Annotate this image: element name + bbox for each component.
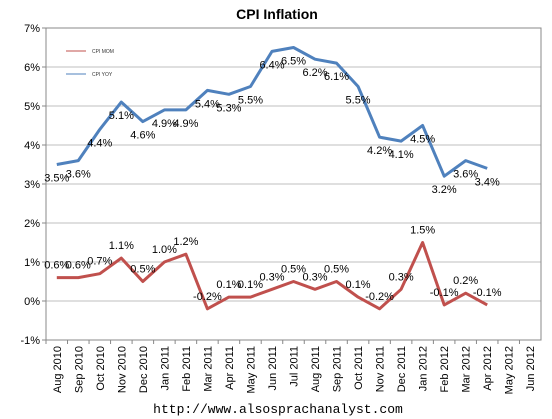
data-label: 5.5% <box>238 95 263 107</box>
data-label: 4.9% <box>152 118 177 130</box>
data-label: 1.5% <box>410 225 435 237</box>
x-tick-label: Apr 2012 <box>482 346 494 391</box>
x-tick-label: Sep 2011 <box>332 346 344 392</box>
y-tick-label: 5% <box>24 101 40 113</box>
data-label: 0.3% <box>389 271 414 283</box>
x-tick-label: Jan 2011 <box>159 346 171 390</box>
y-tick-label: 3% <box>24 179 40 191</box>
series-line-mom <box>56 241 488 311</box>
data-label: 4.1% <box>389 149 414 161</box>
data-label: 0.2% <box>453 275 478 287</box>
data-label: 5.5% <box>346 95 371 107</box>
data-label: 4.9% <box>173 118 198 130</box>
y-tick-label: 1% <box>24 257 40 269</box>
data-label: 0.1% <box>346 279 371 291</box>
data-label: 0.6% <box>44 260 69 272</box>
x-tick-label: Jun 2011 <box>267 346 279 390</box>
x-tick-label: Jun 2012 <box>525 346 537 391</box>
data-label: 3.6% <box>66 169 91 181</box>
y-tick-label: 0% <box>24 296 40 308</box>
data-label: 4.5% <box>410 134 435 146</box>
chart-title: CPI Inflation <box>236 6 318 22</box>
x-tick-label: Dec 2010 <box>138 346 150 393</box>
x-tick-label: Apr 2011 <box>224 346 236 390</box>
data-label: 5.1% <box>109 110 134 122</box>
y-tick-label: -1% <box>20 335 40 347</box>
y-tick-label: 6% <box>24 62 40 74</box>
data-label: -0.1% <box>430 287 459 299</box>
data-label: 3.2% <box>432 184 457 196</box>
series-lines <box>56 46 488 311</box>
data-label: 6.1% <box>324 71 349 83</box>
data-label: 0.1% <box>238 279 263 291</box>
data-label: 4.4% <box>87 137 112 149</box>
y-axis: -1% 0% 1% 2% 3% 4% 5% 6% 7% <box>20 23 46 347</box>
x-tick-label: May 2011 <box>245 346 257 394</box>
data-label: 4.6% <box>130 130 155 142</box>
data-label: 3.5% <box>44 173 69 185</box>
data-label: 1.0% <box>152 244 177 256</box>
x-tick-label: Aug 2011 <box>310 346 322 392</box>
data-label: -0.1% <box>473 287 502 299</box>
y-tick-label: 7% <box>24 23 40 35</box>
legend: CPI MOM CPI YOY <box>66 49 114 78</box>
data-label: 4.2% <box>367 145 392 157</box>
x-tick-label: Mar 2012 <box>461 346 473 392</box>
data-label: 0.7% <box>87 256 112 268</box>
data-label: 1.2% <box>173 236 198 248</box>
x-tick-label: Mar 2011 <box>202 346 214 392</box>
x-tick-label: Oct 2010 <box>95 346 107 391</box>
footer-url: http://www.alsosprachanalyst.com <box>153 402 403 417</box>
data-label: -0.2% <box>193 291 222 303</box>
data-label: 6.2% <box>302 67 327 79</box>
data-label: 5.4% <box>195 98 220 110</box>
x-tick-label: Jan 2012 <box>418 346 430 391</box>
data-label: 3.6% <box>453 169 478 181</box>
x-tick-label: Oct 2011 <box>353 346 365 390</box>
data-label: 1.1% <box>109 240 134 252</box>
data-label: 0.5% <box>324 264 349 276</box>
data-label: 3.4% <box>475 176 500 188</box>
x-tick-label: Nov 2010 <box>116 346 128 393</box>
x-tick-label: Dec 2011 <box>396 346 408 392</box>
data-label: 0.3% <box>302 271 327 283</box>
x-tick-label: Nov 2011 <box>375 346 387 392</box>
data-label: 0.1% <box>216 279 241 291</box>
data-label: 0.5% <box>130 264 155 276</box>
x-axis: Aug 2010 Sep 2010 Oct 2010 Nov 2010 Dec 2010… <box>45 340 537 394</box>
data-label: 6.4% <box>259 59 284 71</box>
data-label: 0.6% <box>66 260 91 272</box>
x-tick-label: Feb 2011 <box>181 346 193 392</box>
data-label: -0.2% <box>365 291 394 303</box>
data-labels: 0.6%0.6%0.7%1.1%0.5%1.0%1.2%-0.2%0.1%0.1… <box>44 56 502 303</box>
x-tick-label: May 2012 <box>504 346 516 394</box>
data-label: 5.3% <box>216 102 241 114</box>
x-tick-label: Aug 2010 <box>52 346 64 393</box>
x-tick-label: Sep 2010 <box>73 346 85 393</box>
data-label: 0.3% <box>259 271 284 283</box>
data-label: 0.5% <box>281 264 306 276</box>
y-tick-label: 4% <box>24 140 40 152</box>
data-label: 6.5% <box>281 56 306 68</box>
legend-label-mom: CPI MOM <box>92 49 114 55</box>
x-tick-label: Feb 2012 <box>439 346 451 392</box>
x-tick-label: Jul 2011 <box>289 346 301 387</box>
legend-label-yoy: CPI YOY <box>92 72 113 78</box>
y-tick-label: 2% <box>24 218 40 230</box>
series-line-yoy <box>56 46 488 178</box>
